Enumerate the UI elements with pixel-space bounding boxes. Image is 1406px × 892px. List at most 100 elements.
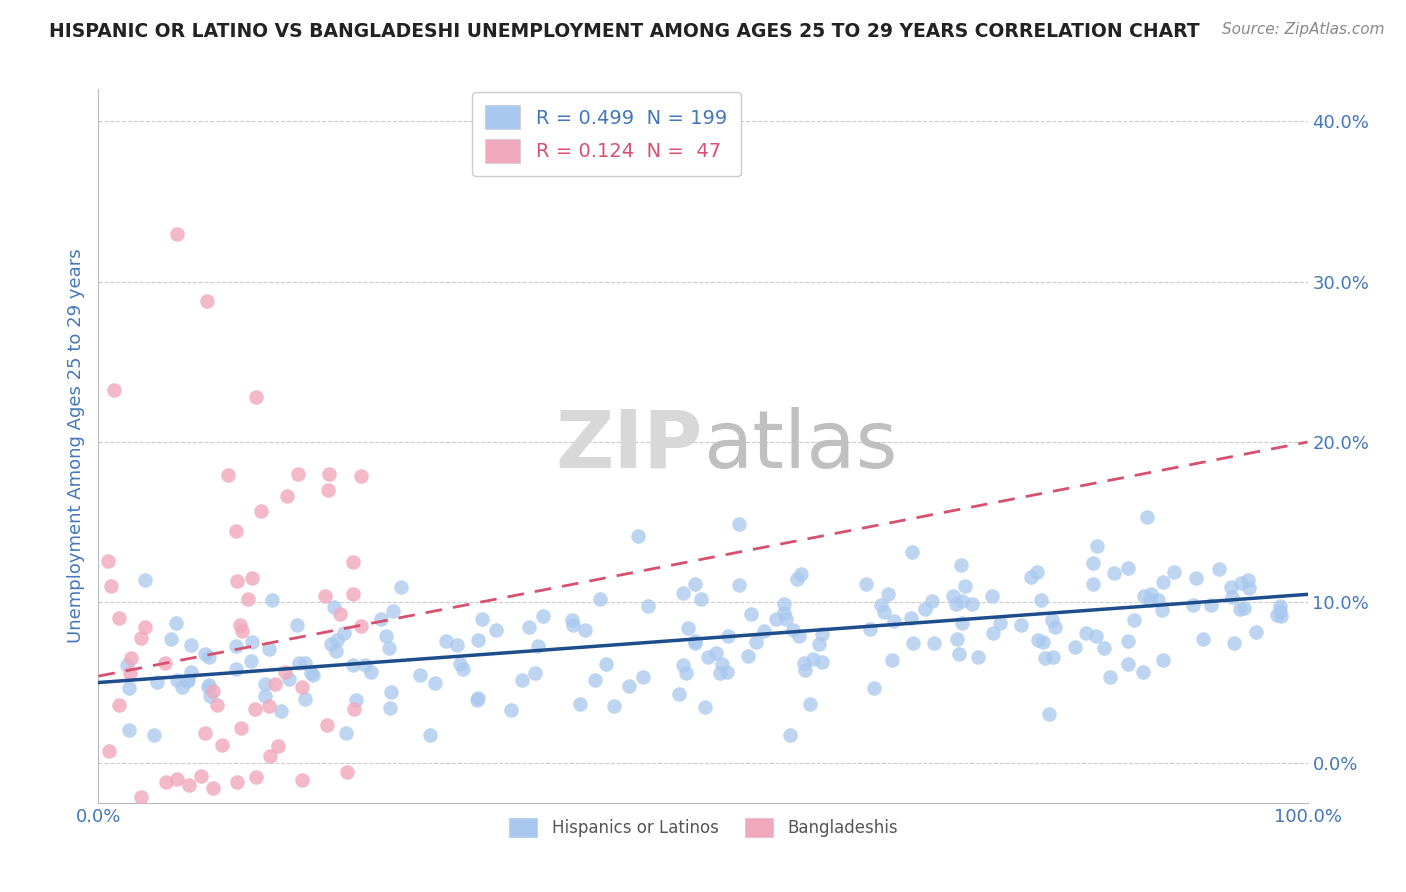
Point: [353, 657, 375, 672]
Point: [225, 662, 247, 676]
Point: [1092, 641, 1115, 656]
Point: [291, 773, 314, 788]
Point: [1033, 650, 1056, 665]
Point: [155, 657, 177, 671]
Point: [631, 670, 654, 684]
Point: [1087, 540, 1109, 554]
Point: [568, 697, 591, 711]
Point: [1032, 635, 1054, 649]
Point: [120, 651, 142, 665]
Point: [205, 698, 228, 712]
Point: [799, 698, 821, 712]
Point: [1229, 601, 1251, 615]
Point: [595, 657, 617, 671]
Point: [335, 726, 357, 740]
Point: [773, 606, 796, 620]
Point: [1099, 670, 1122, 684]
Point: [1038, 706, 1060, 721]
Point: [689, 592, 711, 607]
Point: [775, 612, 797, 626]
Point: [1244, 624, 1267, 639]
Text: atlas: atlas: [703, 407, 897, 485]
Point: [97, 553, 120, 567]
Point: [274, 665, 297, 679]
Point: [217, 468, 239, 483]
Point: [180, 638, 202, 652]
Point: [194, 726, 217, 740]
Point: [953, 579, 976, 593]
Point: [1140, 587, 1163, 601]
Point: [276, 489, 298, 503]
Point: [589, 591, 612, 606]
Point: [98, 803, 121, 817]
Point: [1116, 561, 1139, 575]
Point: [1083, 576, 1105, 591]
Point: [1040, 613, 1063, 627]
Point: [166, 772, 188, 786]
Point: [793, 656, 815, 670]
Point: [202, 781, 225, 796]
Point: [683, 577, 706, 591]
Point: [1230, 576, 1253, 591]
Point: [434, 633, 457, 648]
Point: [637, 599, 659, 613]
Point: [166, 673, 188, 687]
Point: [1042, 650, 1064, 665]
Point: [562, 618, 585, 632]
Point: [375, 629, 398, 643]
Point: [329, 607, 352, 622]
Point: [294, 692, 316, 706]
Point: [1136, 510, 1159, 524]
Point: [921, 594, 943, 608]
Point: [1102, 566, 1125, 580]
Point: [197, 680, 219, 694]
Point: [129, 789, 152, 804]
Point: [229, 618, 252, 632]
Point: [360, 665, 382, 679]
Point: [198, 650, 221, 665]
Point: [883, 614, 905, 628]
Point: [302, 668, 325, 682]
Point: [862, 681, 884, 695]
Point: [471, 612, 494, 626]
Point: [316, 483, 339, 497]
Point: [195, 293, 218, 308]
Point: [319, 637, 342, 651]
Point: [239, 654, 262, 668]
Point: [561, 613, 583, 627]
Point: [1237, 573, 1260, 587]
Point: [706, 646, 728, 660]
Point: [1265, 607, 1288, 622]
Point: [727, 577, 749, 591]
Point: [254, 689, 277, 703]
Point: [143, 728, 166, 742]
Point: [225, 640, 247, 654]
Point: [453, 662, 475, 676]
Point: [950, 594, 973, 608]
Point: [1116, 634, 1139, 648]
Point: [962, 597, 984, 611]
Point: [1152, 603, 1174, 617]
Point: [129, 632, 152, 646]
Point: [314, 590, 336, 604]
Point: [446, 638, 468, 652]
Point: [155, 775, 177, 789]
Point: [231, 624, 253, 638]
Text: ZIP: ZIP: [555, 407, 703, 485]
Point: [1026, 565, 1049, 579]
Point: [108, 698, 131, 712]
Point: [1123, 614, 1146, 628]
Point: [1133, 589, 1156, 603]
Point: [517, 620, 540, 634]
Point: [740, 607, 762, 622]
Point: [259, 748, 281, 763]
Point: [499, 703, 522, 717]
Point: [202, 684, 225, 698]
Point: [325, 644, 347, 658]
Point: [877, 587, 900, 601]
Point: [467, 632, 489, 647]
Point: [382, 604, 405, 618]
Point: [948, 647, 970, 661]
Point: [1220, 590, 1243, 604]
Point: [1201, 598, 1223, 612]
